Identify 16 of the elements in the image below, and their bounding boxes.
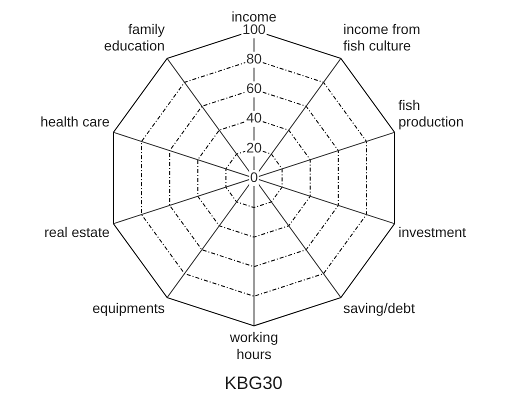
y-tick-label: 0 bbox=[250, 168, 258, 185]
y-tick-label: 40 bbox=[246, 110, 262, 126]
y-tick-label: 100 bbox=[242, 21, 266, 38]
spoke-label: equipments bbox=[92, 300, 165, 316]
spoke-label: working hours bbox=[228, 329, 278, 362]
text: KBG30 bbox=[224, 373, 283, 394]
y-tick-label: 20 bbox=[246, 139, 262, 156]
spoke-label: real estate bbox=[44, 224, 110, 240]
spoke-label: income from fish culture bbox=[343, 20, 420, 54]
spoke-label: saving/debt bbox=[343, 300, 415, 316]
spoke-label: family education bbox=[104, 20, 165, 54]
y-tick-label: 80 bbox=[246, 50, 262, 67]
spoke-label: investment bbox=[398, 224, 466, 240]
spoke-label: health care bbox=[40, 114, 110, 130]
spoke-label: fish production bbox=[398, 96, 464, 130]
y-tick-label: 60 bbox=[246, 80, 262, 96]
